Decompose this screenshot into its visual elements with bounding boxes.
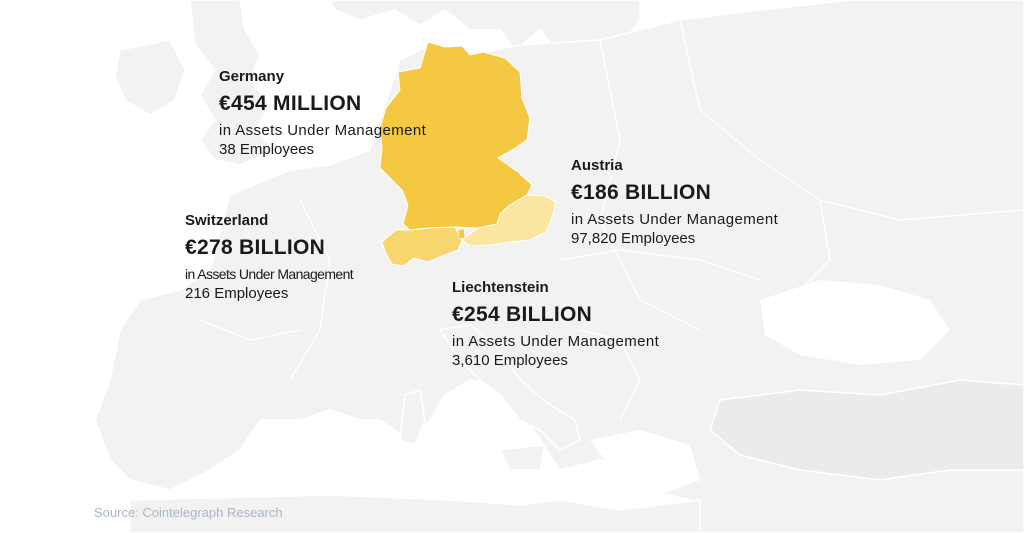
liechtenstein-info: Liechtenstein €254 BILLION in Assets Und…: [452, 279, 659, 370]
switzerland-info: Switzerland €278 BILLION in Assets Under…: [185, 212, 354, 303]
employee-count: 3,610 Employees: [452, 352, 568, 369]
germany-info: Germany €454 MILLION in Assets Under Man…: [219, 68, 426, 159]
assets-description: in Assets Under Management: [452, 333, 660, 350]
assets-description: in Assets Under Management: [571, 211, 779, 228]
country-name: Germany: [219, 68, 285, 85]
assets-amount: €278 BILLION: [185, 236, 326, 259]
employee-count: 38 Employees: [219, 141, 315, 158]
assets-amount: €186 BILLION: [571, 181, 712, 204]
liechtenstein-shape: [457, 228, 466, 240]
assets-amount: €254 BILLION: [452, 303, 593, 326]
employee-count: 97,820 Employees: [571, 230, 696, 247]
assets-description: in Assets Under Management: [219, 122, 427, 139]
assets-amount: €454 MILLION: [219, 92, 362, 115]
country-name: Switzerland: [185, 212, 269, 229]
austria-info: Austria €186 BILLION in Assets Under Man…: [571, 157, 778, 248]
employee-count: 216 Employees: [185, 285, 289, 302]
assets-description: in Assets Under Management: [185, 266, 354, 282]
austria-shape: [461, 194, 557, 247]
country-name: Austria: [571, 157, 623, 174]
europe-landmass: [94, 0, 1024, 533]
switzerland-shape: [381, 226, 463, 267]
country-name: Liechtenstein: [452, 279, 549, 296]
source-credit: Source: Cointelegraph Research: [94, 505, 283, 520]
